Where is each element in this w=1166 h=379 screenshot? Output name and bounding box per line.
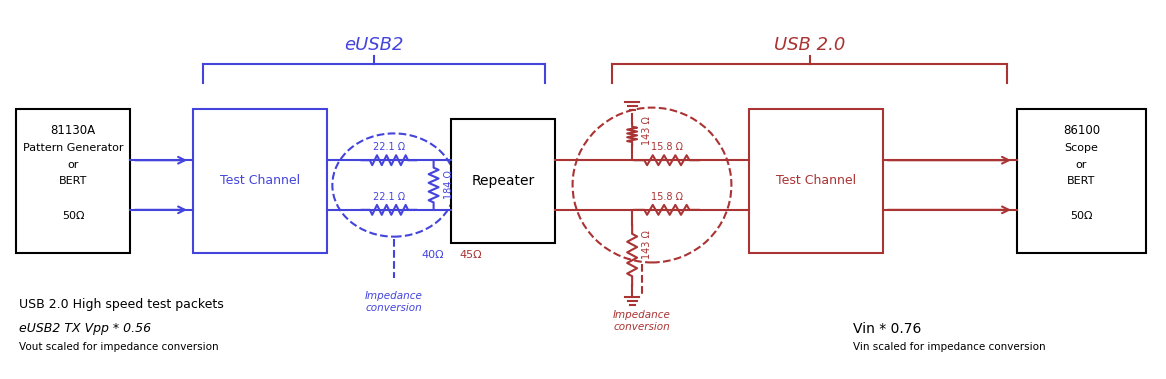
Text: Scope: Scope [1065, 143, 1098, 153]
Bar [749, 109, 883, 252]
Text: Vin * 0.76: Vin * 0.76 [854, 322, 921, 336]
Text: 15.8 Ω: 15.8 Ω [651, 142, 683, 152]
Text: BERT: BERT [1067, 176, 1096, 186]
Text: 143 Ω: 143 Ω [642, 230, 652, 259]
Text: 50Ω: 50Ω [1070, 211, 1093, 221]
Text: Test Channel: Test Channel [775, 174, 856, 187]
Text: Vout scaled for impedance conversion: Vout scaled for impedance conversion [19, 342, 219, 352]
Text: Pattern Generator: Pattern Generator [23, 143, 124, 153]
Text: 50Ω: 50Ω [62, 211, 84, 221]
Text: 40Ω: 40Ω [422, 249, 444, 260]
Text: or: or [68, 160, 79, 170]
Text: 22.1 Ω: 22.1 Ω [373, 192, 405, 202]
Text: BERT: BERT [59, 176, 87, 186]
Text: Repeater: Repeater [471, 174, 535, 188]
Bar [192, 109, 326, 252]
Text: 184 Ω: 184 Ω [443, 171, 454, 199]
Text: 86100: 86100 [1062, 124, 1100, 137]
Text: 15.8 Ω: 15.8 Ω [651, 192, 683, 202]
Text: Impedance
conversion: Impedance conversion [365, 291, 423, 313]
Text: eUSB2 TX Vpp * 0.56: eUSB2 TX Vpp * 0.56 [19, 323, 152, 335]
Text: Test Channel: Test Channel [220, 174, 300, 187]
Bar [1017, 109, 1146, 252]
Text: 22.1 Ω: 22.1 Ω [373, 142, 405, 152]
Text: eUSB2: eUSB2 [344, 36, 403, 54]
Bar [16, 109, 131, 252]
Bar [451, 119, 555, 243]
Text: Vin scaled for impedance conversion: Vin scaled for impedance conversion [854, 342, 1046, 352]
Text: Impedance
conversion: Impedance conversion [613, 310, 670, 332]
Text: 45Ω: 45Ω [459, 249, 482, 260]
Text: 81130A: 81130A [50, 124, 96, 137]
Text: 143 Ω: 143 Ω [642, 116, 652, 145]
Text: USB 2.0: USB 2.0 [774, 36, 845, 54]
Text: USB 2.0 High speed test packets: USB 2.0 High speed test packets [19, 298, 224, 311]
Text: or: or [1075, 160, 1087, 170]
